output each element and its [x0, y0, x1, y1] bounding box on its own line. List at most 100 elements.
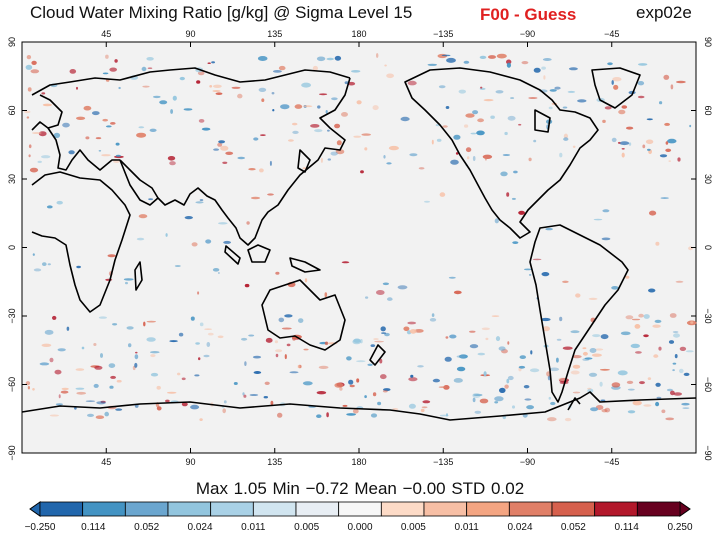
field-speck — [42, 262, 47, 266]
field-speck — [613, 84, 619, 90]
field-speck — [464, 124, 469, 128]
colorbar-label: 0.005 — [401, 522, 426, 533]
field-speck — [443, 385, 450, 390]
field-speck — [316, 391, 327, 395]
field-speck — [500, 171, 508, 177]
field-speck — [541, 66, 546, 70]
field-speck — [479, 398, 489, 404]
field-speck — [324, 292, 328, 298]
field-speck — [318, 365, 329, 369]
field-speck — [209, 85, 213, 88]
field-speck — [146, 320, 156, 323]
field-speck — [320, 157, 323, 163]
field-speck — [438, 85, 446, 89]
field-speck — [54, 369, 62, 375]
field-speck — [524, 398, 532, 401]
field-speck — [526, 405, 534, 410]
field-speck — [115, 154, 121, 157]
field-speck — [98, 150, 102, 152]
field-speck — [639, 381, 645, 385]
field-speck — [237, 93, 243, 99]
field-speck — [212, 268, 220, 272]
field-speck — [532, 258, 542, 261]
field-speck — [668, 340, 675, 344]
coast-eurasia-east — [119, 77, 351, 246]
field-speck — [607, 62, 613, 66]
field-speck — [258, 87, 267, 92]
field-speck — [143, 321, 146, 327]
field-speck — [364, 395, 367, 399]
field-speck — [27, 87, 32, 92]
field-speck — [85, 400, 96, 403]
field-speck — [213, 84, 222, 89]
field-speck — [420, 408, 425, 413]
field-speck — [484, 156, 487, 161]
field-speck — [110, 375, 116, 379]
field-speck — [277, 412, 283, 418]
field-speck — [518, 365, 526, 369]
field-speck — [136, 132, 147, 138]
field-speck — [156, 406, 162, 411]
field-speck — [472, 393, 481, 398]
field-speck — [292, 130, 299, 134]
field-speck — [564, 417, 572, 422]
field-speck — [376, 53, 379, 58]
field-speck — [635, 351, 642, 354]
field-speck — [95, 137, 102, 140]
field-speck — [271, 92, 275, 95]
x-tick-label-top: 135 — [267, 29, 282, 39]
field-speck — [301, 82, 311, 88]
coast-australia — [261, 279, 346, 351]
field-speck — [674, 354, 678, 359]
chart-title: Cloud Water Mixing Ratio [g/kg] @ Sigma … — [30, 3, 413, 22]
field-speck — [591, 353, 602, 357]
field-speck — [181, 402, 188, 407]
field-speck — [303, 348, 309, 351]
field-speck — [272, 70, 282, 73]
field-speck — [81, 346, 85, 350]
field-speck — [543, 75, 546, 80]
field-speck — [600, 334, 609, 340]
field-speck — [225, 151, 234, 155]
field-speck — [136, 237, 145, 241]
field-speck — [76, 116, 86, 121]
field-speck — [438, 386, 447, 388]
field-speck — [353, 135, 362, 138]
field-speck — [666, 388, 673, 392]
field-speck — [556, 338, 562, 341]
field-speck — [643, 314, 650, 319]
field-speck — [637, 81, 645, 86]
field-speck — [58, 394, 61, 399]
field-speck — [572, 391, 581, 394]
field-speck — [367, 363, 373, 366]
field-speck — [507, 115, 516, 121]
field-speck — [331, 97, 338, 101]
colorbar-label: 0.011 — [455, 522, 480, 533]
field-speck — [679, 346, 687, 351]
field-speck — [248, 168, 256, 171]
field-speck — [477, 352, 485, 356]
field-speck — [465, 113, 475, 118]
field-speck — [278, 317, 285, 323]
field-speck — [138, 214, 148, 219]
field-speck — [679, 368, 684, 374]
field-speck — [575, 293, 581, 298]
field-speck — [244, 361, 247, 366]
field-speck — [294, 104, 303, 109]
field-speck — [504, 384, 509, 389]
field-speck — [409, 153, 418, 157]
field-speck — [631, 318, 641, 321]
field-speck — [352, 408, 359, 414]
field-speck — [472, 397, 476, 403]
field-speck — [649, 210, 657, 216]
field-speck — [346, 413, 356, 416]
field-speck — [446, 57, 456, 63]
field-speck — [372, 392, 377, 397]
field-speck — [237, 156, 245, 160]
field-speck — [310, 124, 320, 128]
x-tick-label-top: −45 — [604, 29, 619, 39]
field-speck — [223, 400, 227, 404]
field-speck — [507, 375, 514, 381]
field-speck — [66, 326, 70, 331]
field-speck — [528, 274, 532, 276]
